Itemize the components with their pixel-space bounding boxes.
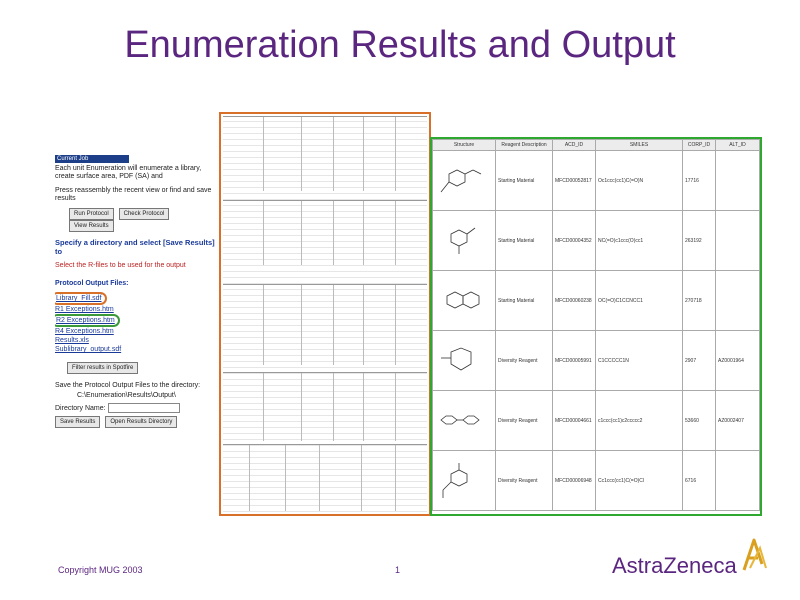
molecule-structure-icon — [441, 347, 472, 370]
reagent-description-cell: Diversity Reagent — [495, 390, 553, 451]
file-link-r2-exceptions[interactable]: R2 Exceptions.htm — [55, 314, 120, 327]
corp-id-cell: 270718 — [682, 270, 716, 331]
results-block — [223, 200, 427, 265]
table-row: Diversity Reagent MFCD00004661 c1ccc(cc1… — [432, 390, 760, 451]
reagent-description-cell: Starting Material — [495, 210, 553, 271]
enumeration-form-panel: Current Job Each unit Enumeration will e… — [55, 155, 220, 507]
structure-cell — [432, 270, 496, 331]
astrazeneca-logo-text: AstraZeneca — [612, 553, 737, 578]
page-number: 1 — [395, 565, 401, 575]
astrazeneca-logo-icon — [742, 538, 767, 571]
smiles-cell: c1ccc(cc1)c2ccccc2 — [595, 390, 683, 451]
molecule-structure-icon — [450, 227, 476, 254]
directory-name-input[interactable] — [107, 403, 180, 413]
structure-cell — [432, 390, 496, 451]
col-header-acd-id: ACD_ID — [552, 139, 596, 151]
footer-copyright: Copyright MUG 2003 — [58, 565, 143, 575]
molecule-structure-icon — [446, 291, 480, 308]
spotfire-button[interactable]: Filter results in Spotfire — [67, 362, 139, 374]
results-spreadsheet-grid — [223, 116, 427, 512]
open-results-directory-button[interactable]: Open Results Directory — [105, 416, 178, 428]
col-header-corp-id: CORP_ID — [682, 139, 716, 151]
reagent-description-cell: Starting Material — [495, 150, 553, 211]
reagent-table: Structure Reagent Description ACD_ID SMI… — [432, 139, 760, 511]
table-row: Diversity Reagent MFCD00005991 C1CCCCC1N… — [432, 330, 760, 391]
smiles-cell: C1CCCCC1N — [595, 330, 683, 391]
corp-id-cell: 263192 — [682, 210, 716, 271]
alt-id-cell — [715, 270, 760, 331]
directory-name-label: Directory Name: — [55, 404, 106, 412]
alt-id-cell — [715, 150, 760, 211]
acd-id-cell: MFCD00060238 — [552, 270, 596, 331]
results-block — [223, 444, 427, 511]
table-row: Diversity Reagent MFCD00006948 Cc1ccc(cc… — [432, 450, 760, 511]
smiles-cell: OC(=O)C1CCNCC1 — [595, 270, 683, 331]
smiles-cell: NC(=O)c1ccc(O)cc1 — [595, 210, 683, 271]
alt-id-cell — [715, 450, 760, 511]
corp-id-cell: 53660 — [682, 390, 716, 451]
run-protocol-button[interactable]: Run Protocol — [69, 208, 114, 220]
col-header-reagent-description: Reagent Description — [495, 139, 553, 151]
reagent-description-cell: Diversity Reagent — [495, 450, 553, 511]
save-results-button[interactable]: Save Results — [55, 416, 101, 428]
table-row: Starting Material MFCD00060238 OC(=O)C1C… — [432, 270, 760, 331]
molecule-structure-icon — [440, 415, 480, 424]
reagent-description-cell: Starting Material — [495, 270, 553, 331]
acd-id-cell: MFCD00052817 — [552, 150, 596, 211]
reagent-table-frame: Structure Reagent Description ACD_ID SMI… — [430, 137, 762, 516]
reagent-description-cell: Diversity Reagent — [495, 330, 553, 391]
molecule-structure-icon — [440, 169, 482, 192]
alt-id-cell: AZ0001964 — [715, 330, 760, 391]
view-results-button[interactable]: View Results — [69, 220, 114, 232]
structure-cell — [432, 210, 496, 271]
results-block — [223, 116, 427, 191]
acd-id-cell: MFCD00006948 — [552, 450, 596, 511]
smiles-cell: Cc1ccc(cc1)C(=O)Cl — [595, 450, 683, 511]
corp-id-cell: 17716 — [682, 150, 716, 211]
structure-cell — [432, 150, 496, 211]
save-instructions: Save the Protocol Output Files to the di… — [55, 382, 201, 389]
molecule-structure-icon — [442, 462, 468, 498]
file-link-library-fill[interactable]: Library_Fill.sdf — [55, 292, 107, 305]
specify-directory-heading: Specify a directory and select [Save Res… — [55, 238, 215, 256]
acd-id-cell: MFCD00004352 — [552, 210, 596, 271]
file-link-r1-exceptions[interactable]: R1 Exceptions.htm — [55, 306, 114, 313]
col-header-smiles: SMILES — [595, 139, 683, 151]
check-protocol-button[interactable]: Check Protocol — [118, 208, 170, 220]
acd-id-cell: MFCD00004661 — [552, 390, 596, 451]
current-job-header: Current Job — [55, 155, 129, 163]
col-header-alt-id: ALT_ID — [715, 139, 760, 151]
alt-id-cell — [715, 210, 760, 271]
specify-directory-note: Select the R-files to be used for the ou… — [55, 262, 186, 269]
slide-title: Enumeration Results and Output — [124, 24, 676, 66]
output-path: C:\Enumeration\Results\Output\ — [77, 392, 176, 399]
table-row: Starting Material MFCD00052817 Oc1ccc(cc… — [432, 150, 760, 211]
table-row: Starting Material MFCD00004352 NC(=O)c1c… — [432, 210, 760, 271]
results-block — [223, 284, 427, 365]
corp-id-cell: 2907 — [682, 330, 716, 391]
col-header-structure: Structure — [432, 139, 496, 151]
corp-id-cell: 6716 — [682, 450, 716, 511]
alt-id-cell: AZ0002407 — [715, 390, 760, 451]
file-link-r4-exceptions[interactable]: R4 Exceptions.htm — [55, 328, 114, 335]
protocol-output-heading: Protocol Output Files: — [55, 280, 129, 287]
structure-cell — [432, 330, 496, 391]
results-spreadsheet-frame — [219, 112, 431, 516]
job-prompt: Press reassembly the recent view or find… — [55, 187, 212, 202]
acd-id-cell: MFCD00005991 — [552, 330, 596, 391]
structure-cell — [432, 450, 496, 511]
smiles-cell: Oc1ccc(cc1)C(=O)N — [595, 150, 683, 211]
results-block — [223, 372, 427, 441]
job-description: Each unit Enumeration will enumerate a l… — [55, 165, 202, 180]
file-link-sublibrary[interactable]: Sublibrary_output.sdf — [55, 346, 122, 353]
file-link-results[interactable]: Results.xls — [55, 337, 89, 344]
